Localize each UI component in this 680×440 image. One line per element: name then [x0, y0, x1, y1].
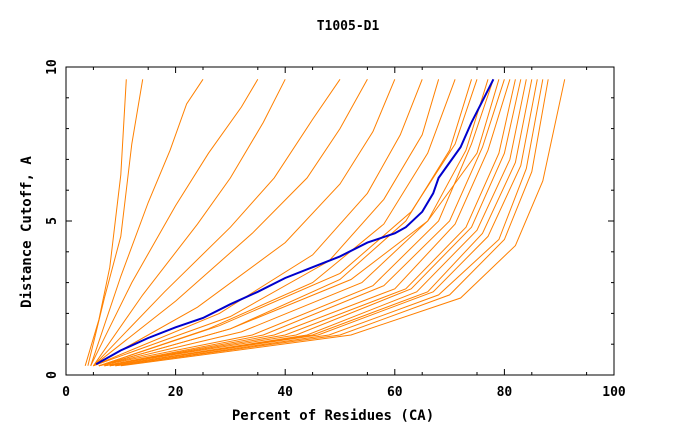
y-tick-label: 5 — [45, 217, 60, 225]
series-line-14 — [98, 79, 494, 367]
series-line-9 — [93, 79, 423, 367]
series-line-25 — [98, 79, 478, 367]
series-line-8 — [93, 79, 396, 367]
plot-frame — [65, 66, 615, 376]
series-line-12 — [98, 79, 472, 367]
series-line-2 — [87, 79, 144, 366]
series-layer — [84, 79, 566, 367]
series-line-24 — [120, 79, 566, 367]
series-line-5 — [92, 79, 286, 367]
series-line-17 — [104, 79, 516, 367]
series-line-26 — [98, 79, 500, 367]
series-line-3 — [90, 79, 204, 366]
highlight-layer — [95, 78, 495, 366]
series-line-23 — [115, 79, 549, 367]
series-line-18 — [104, 79, 522, 367]
chart-title: T1005-D1 — [317, 19, 380, 34]
series-line-13 — [98, 79, 489, 367]
y-tick-label: 0 — [45, 371, 60, 379]
x-axis-label: Percent of Residues (CA) — [232, 408, 434, 424]
y-axis-label: Distance Cutoff, A — [19, 156, 35, 308]
series-line-7 — [93, 79, 368, 367]
ticks-layer: 0 20 40 60 80 100 0 5 10 — [45, 59, 626, 400]
series-line-1 — [84, 79, 127, 366]
series-line-15 — [104, 79, 505, 367]
series-line-16 — [104, 79, 511, 367]
series-line-6 — [93, 79, 341, 367]
x-tick-label: 40 — [277, 385, 293, 400]
series-line-20 — [109, 79, 533, 367]
y-tick-label: 10 — [45, 59, 60, 75]
series-line-11 — [98, 79, 456, 367]
series-line-22 — [115, 79, 544, 367]
x-tick-label: 100 — [602, 385, 626, 400]
x-tick-label: 20 — [168, 385, 184, 400]
x-tick-label: 0 — [62, 385, 70, 400]
series-line-10 — [93, 79, 440, 367]
series-line-21 — [109, 79, 538, 367]
x-tick-label: 60 — [387, 385, 403, 400]
x-tick-label: 80 — [497, 385, 513, 400]
series-line-4 — [90, 79, 259, 367]
highlight-series-line — [95, 78, 495, 366]
series-line-19 — [109, 79, 527, 367]
